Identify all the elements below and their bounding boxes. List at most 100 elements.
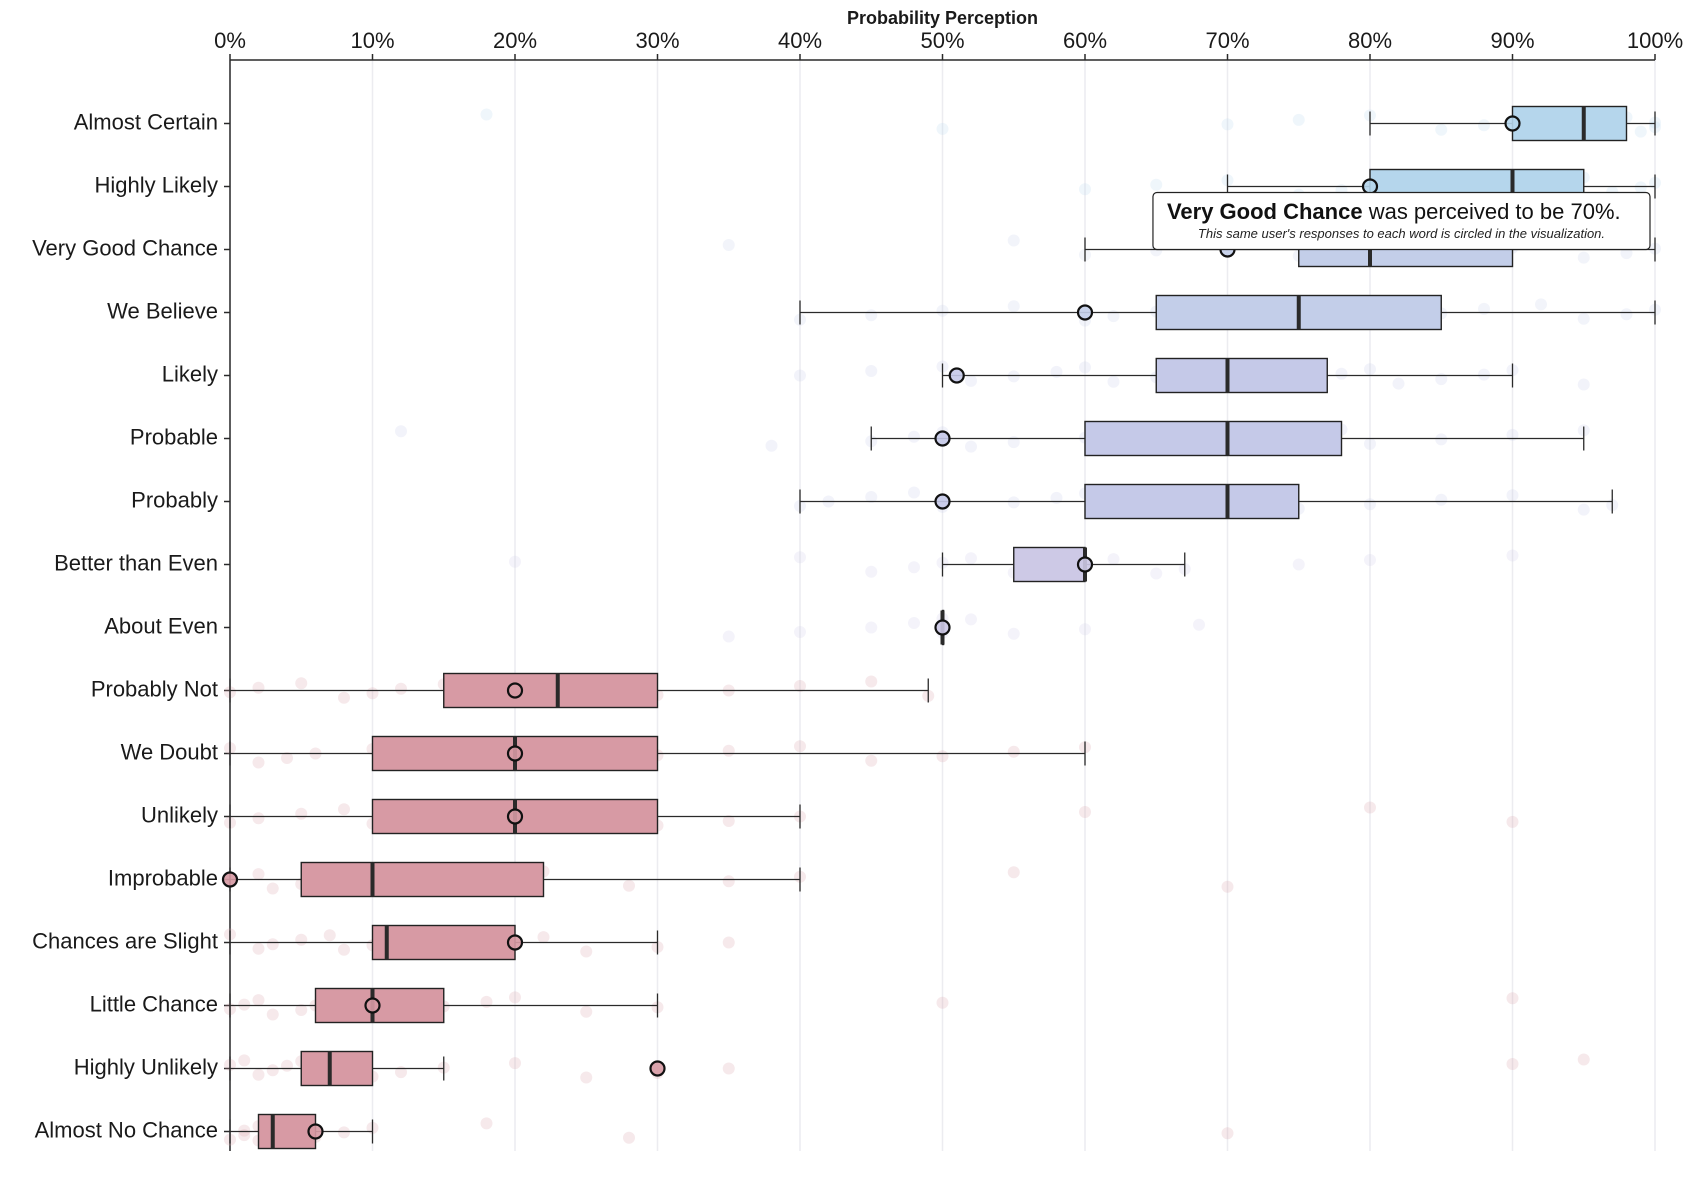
- data-dot: [937, 750, 949, 762]
- data-dot: [1193, 619, 1205, 631]
- ytick-label: Highly Unlikely: [74, 1054, 218, 1079]
- data-dot: [865, 365, 877, 377]
- data-dot: [580, 1006, 592, 1018]
- data-dot: [267, 883, 279, 895]
- data-dot: [1222, 118, 1234, 130]
- xtick-label: 60%: [1063, 28, 1107, 53]
- user-marker: [936, 432, 950, 446]
- data-dot: [723, 1063, 735, 1075]
- xtick-label: 40%: [778, 28, 822, 53]
- data-dot: [937, 123, 949, 135]
- ytick-label: About Even: [104, 613, 218, 638]
- user-marker: [936, 621, 950, 635]
- box: [259, 1115, 316, 1149]
- data-dot: [267, 1064, 279, 1076]
- data-dot: [1008, 496, 1020, 508]
- box: [301, 1052, 372, 1086]
- ytick-label: Almost No Chance: [35, 1117, 218, 1142]
- data-dot: [1578, 313, 1590, 325]
- data-dot: [253, 812, 265, 824]
- data-dot: [723, 239, 735, 251]
- data-dot: [338, 692, 350, 704]
- data-dot: [253, 757, 265, 769]
- data-dot: [1578, 1054, 1590, 1066]
- data-dot: [723, 875, 735, 887]
- data-dot: [965, 441, 977, 453]
- data-dot: [865, 755, 877, 767]
- data-dot: [1621, 308, 1633, 320]
- data-dot: [965, 552, 977, 564]
- data-dot: [908, 617, 920, 629]
- data-dot: [766, 440, 778, 452]
- data-dot: [1008, 866, 1020, 878]
- ytick-label: Improbable: [108, 865, 218, 890]
- data-dot: [295, 934, 307, 946]
- data-dot: [395, 683, 407, 695]
- data-dot: [1079, 806, 1091, 818]
- user-marker: [1506, 117, 1520, 131]
- box: [444, 674, 658, 708]
- user-marker: [366, 999, 380, 1013]
- data-dot: [937, 997, 949, 1009]
- xtick-label: 70%: [1205, 28, 1249, 53]
- data-dot: [295, 808, 307, 820]
- ytick-label: Probably Not: [91, 676, 218, 701]
- box: [1513, 107, 1627, 141]
- box: [1085, 485, 1299, 519]
- ytick-label: Almost Certain: [74, 109, 218, 134]
- data-dot: [1507, 489, 1519, 501]
- data-dot: [865, 566, 877, 578]
- xtick-label: 80%: [1348, 28, 1392, 53]
- data-dot: [1535, 298, 1547, 310]
- ytick-label: Probably: [131, 487, 218, 512]
- data-dot: [1435, 124, 1447, 136]
- data-dot: [1578, 379, 1590, 391]
- data-dot: [580, 946, 592, 958]
- data-dot: [1435, 494, 1447, 506]
- ytick-label: Highly Likely: [95, 172, 219, 197]
- data-dot: [1008, 628, 1020, 640]
- data-dot: [908, 431, 920, 443]
- user-marker: [1078, 558, 1092, 572]
- box: [301, 863, 543, 897]
- user-marker: [1363, 180, 1377, 194]
- data-dot: [865, 622, 877, 634]
- data-dot: [367, 687, 379, 699]
- user-marker: [651, 1062, 665, 1076]
- data-dot: [580, 1072, 592, 1084]
- data-dot: [1507, 816, 1519, 828]
- data-dot: [1150, 179, 1162, 191]
- xtick-label: 100%: [1627, 28, 1683, 53]
- data-dot: [1293, 559, 1305, 571]
- box: [373, 926, 516, 960]
- data-dot: [1393, 378, 1405, 390]
- ytick-label: Unlikely: [141, 802, 218, 827]
- data-dot: [509, 1057, 521, 1069]
- data-dot: [281, 1060, 293, 1072]
- data-dot: [794, 740, 806, 752]
- data-dot: [1364, 363, 1376, 375]
- axis-title: Probability Perception: [847, 8, 1038, 28]
- data-dot: [238, 999, 250, 1011]
- data-dot: [253, 682, 265, 694]
- data-dot: [509, 991, 521, 1003]
- xtick-label: 90%: [1490, 28, 1534, 53]
- data-dot: [623, 880, 635, 892]
- data-dot: [238, 1125, 250, 1137]
- tooltip-sub: This same user's responses to each word …: [1198, 226, 1605, 241]
- data-dot: [1008, 370, 1020, 382]
- data-dot: [865, 309, 877, 321]
- data-dot: [1478, 369, 1490, 381]
- data-dot: [1507, 1058, 1519, 1070]
- user-marker: [508, 936, 522, 950]
- data-dot: [395, 425, 407, 437]
- data-dot: [338, 803, 350, 815]
- ytick-label: Better than Even: [54, 550, 218, 575]
- data-dot: [253, 994, 265, 1006]
- data-dot: [1108, 376, 1120, 388]
- data-dot: [481, 1117, 493, 1129]
- xtick-label: 30%: [635, 28, 679, 53]
- xtick-label: 10%: [350, 28, 394, 53]
- box: [1085, 422, 1342, 456]
- data-dot: [1079, 183, 1091, 195]
